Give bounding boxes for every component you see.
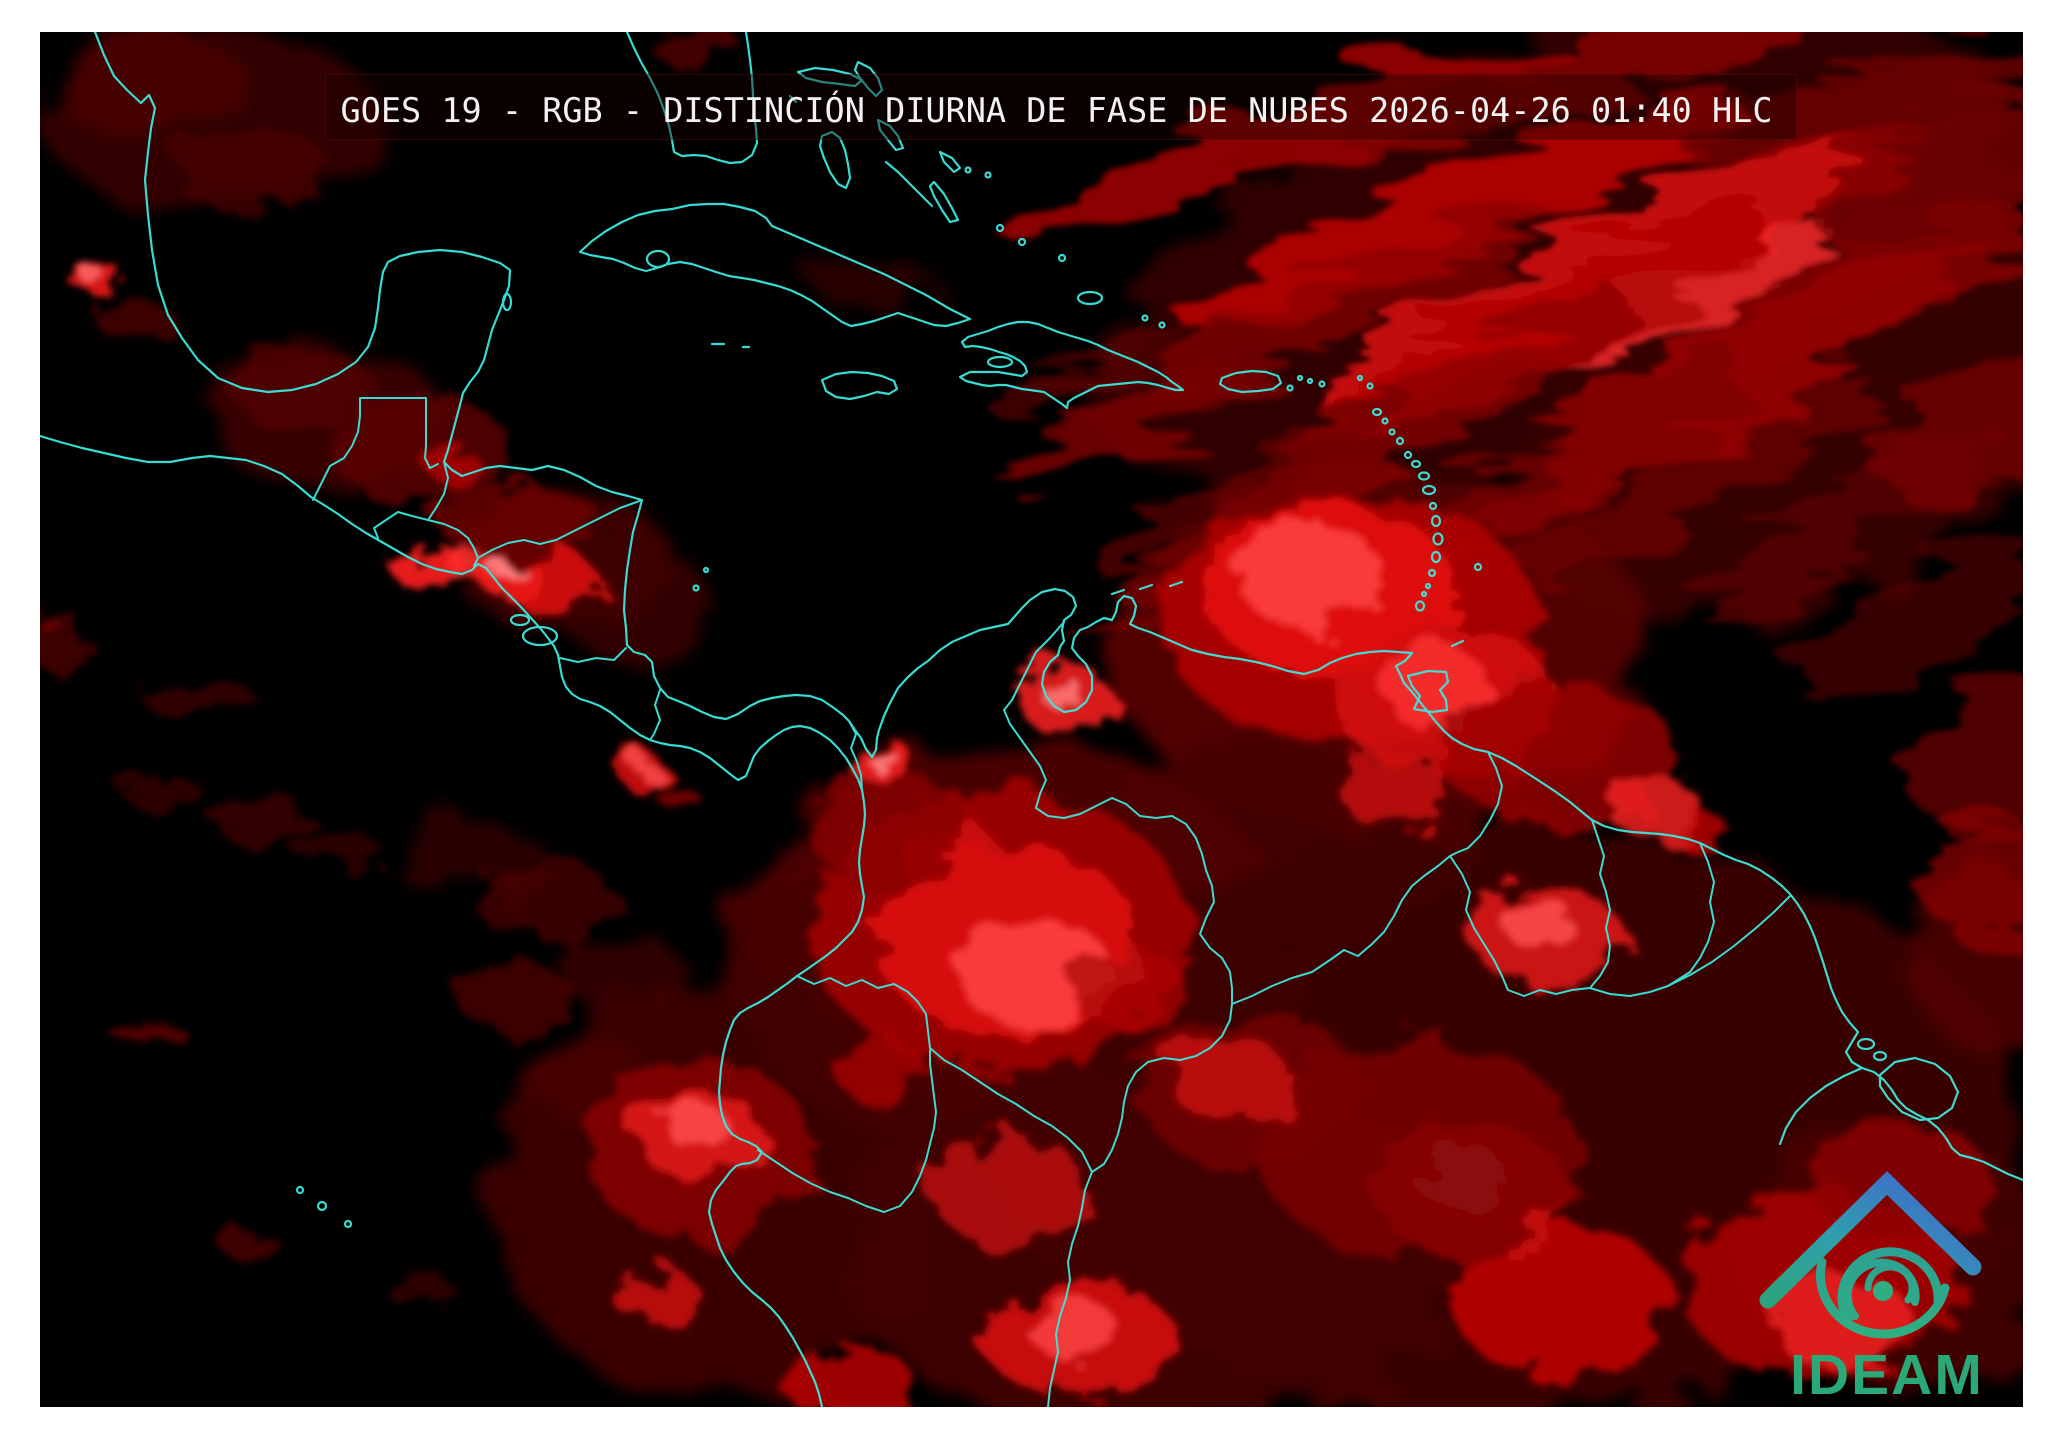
cloud-layer-cirrus [993, 32, 2023, 940]
country-borders [312, 397, 1791, 1407]
title-background-box [325, 74, 1797, 140]
border-guatemala-honduras [373, 461, 449, 539]
coastline-borders-layer [40, 32, 2023, 1407]
coastline-gonave [986, 355, 1014, 369]
coastline-trinidad [1406, 669, 1450, 714]
coastline-small-islands [295, 1185, 353, 1229]
coastline-cuba [578, 202, 972, 328]
lake-managua [509, 613, 531, 627]
coastline-bahamas [788, 60, 1166, 329]
coastline-san-andres [692, 584, 700, 592]
ideam-spiral-icon [1815, 1247, 1950, 1339]
ideam-roof-icon [1759, 1171, 1982, 1309]
border-nicaragua-costa-rica [559, 647, 627, 663]
border-colombia-brazil [1091, 1003, 1233, 1173]
border-guyana-brazil [1449, 855, 1591, 997]
border-colombia-ecuador [796, 975, 931, 1049]
border-honduras-nicaragua [477, 499, 643, 559]
coastline-marajo [1878, 1056, 1960, 1122]
coastline-hispaniola [958, 320, 1185, 410]
coastline-cayman [710, 342, 751, 349]
coastline-puerto-rico [1218, 369, 1283, 394]
border-venezuela-guyana [1449, 751, 1503, 857]
satellite-rgb-layer [40, 32, 2023, 1407]
border-peru-brazil [1047, 1207, 1083, 1407]
satellite-map: GOES 19 - RGB - DISTINCIÓN DIURNA DE FAS… [40, 32, 2023, 1407]
river-para-channel [1778, 1066, 1864, 1146]
border-venezuela-brazil [1231, 855, 1451, 1005]
image-title: GOES 19 - RGB - DISTINCIÓN DIURNA DE FAS… [340, 91, 1773, 130]
lake-nicaragua [521, 625, 559, 647]
border-guatemala [312, 397, 439, 501]
border-costa-rica-panama [649, 689, 661, 741]
coastline-isla-juventud [645, 249, 671, 269]
border-suriname-guiana [1667, 842, 1791, 987]
coastline-lesser-antilles [1356, 374, 1483, 648]
border-guyana-suriname [1589, 819, 1669, 997]
border-panama-colombia [848, 720, 863, 791]
border-ecuador-peru [757, 1049, 937, 1213]
ideam-logo [1759, 1171, 1982, 1339]
coastline-abc-islands [1110, 580, 1184, 596]
coastline-cozumel [501, 292, 513, 312]
ideam-logo-text: IDEAM [1790, 1343, 1984, 1407]
coastline-jamaica [820, 370, 899, 401]
coastline-florida [625, 32, 759, 165]
coastline-pacific [40, 434, 867, 1407]
border-colombia-venezuela [1003, 621, 1233, 1005]
